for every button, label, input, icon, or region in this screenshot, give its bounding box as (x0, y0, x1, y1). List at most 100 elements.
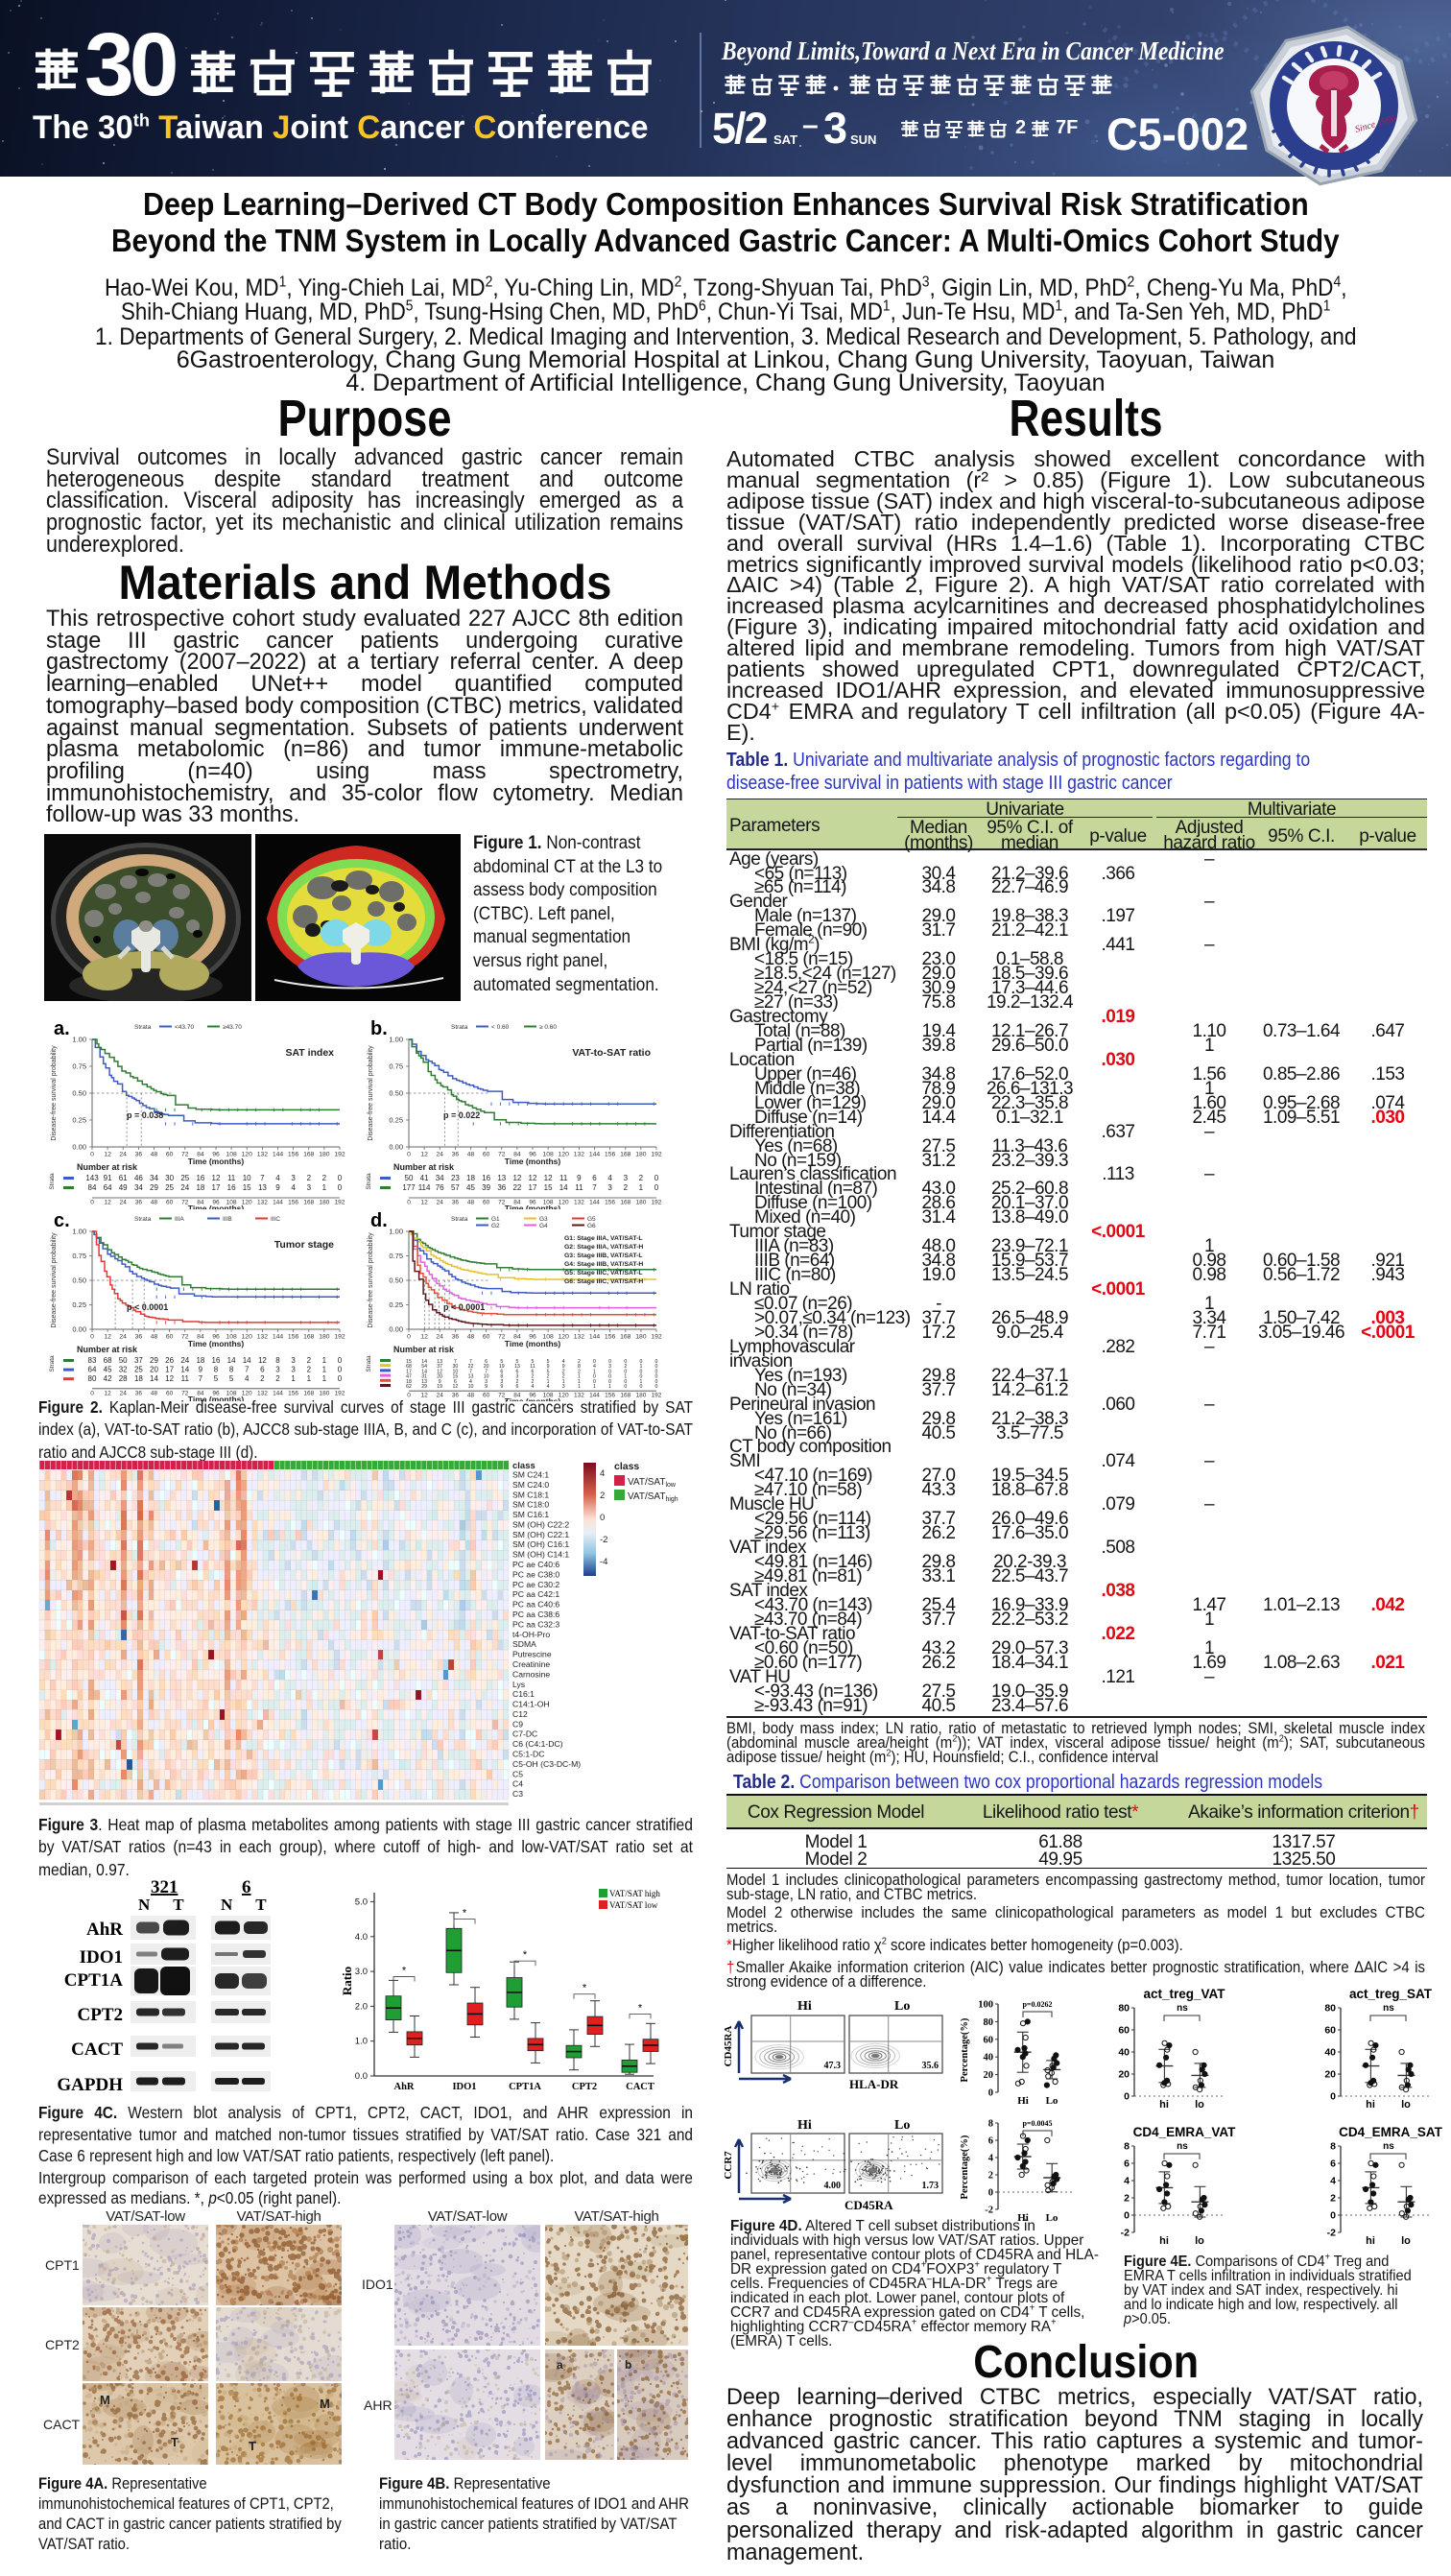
svg-text:100: 100 (978, 2000, 993, 2011)
svg-text:80: 80 (88, 1374, 97, 1383)
svg-text:36: 36 (452, 1334, 460, 1341)
svg-text:0: 0 (655, 1384, 658, 1390)
svg-text:48: 48 (151, 1152, 158, 1158)
svg-text:G4: Stage IIIB, VAT/SAT-H: G4: Stage IIIB, VAT/SAT-H (564, 1261, 643, 1268)
svg-text:1.00: 1.00 (72, 1036, 86, 1044)
svg-text:31: 31 (421, 1374, 427, 1380)
svg-text:23: 23 (451, 1174, 460, 1182)
svg-text:72: 72 (181, 1390, 189, 1396)
svg-text:9: 9 (562, 1364, 565, 1370)
svg-text:36: 36 (452, 1152, 460, 1158)
svg-text:0: 0 (655, 1364, 658, 1370)
svg-text:13: 13 (421, 1379, 427, 1385)
svg-text:32: 32 (119, 1366, 128, 1374)
svg-text:Disease-free survival probabil: Disease-free survival probability (368, 1232, 374, 1328)
svg-text:4: 4 (245, 1374, 250, 1383)
svg-text:17: 17 (212, 1183, 221, 1192)
svg-text:12: 12 (420, 1152, 428, 1158)
svg-text:192: 192 (652, 1200, 662, 1206)
svg-text:168: 168 (303, 1334, 315, 1341)
svg-text:19: 19 (437, 1384, 442, 1390)
svg-text:60: 60 (166, 1334, 174, 1341)
svg-text:0.50: 0.50 (72, 1276, 86, 1285)
svg-text:12: 12 (437, 1369, 442, 1374)
svg-text:0: 0 (90, 1390, 94, 1396)
svg-text:120: 120 (242, 1152, 253, 1158)
svg-text:Strata: Strata (49, 1355, 56, 1372)
svg-text:CPT1A: CPT1A (64, 1970, 124, 1991)
svg-text:84: 84 (513, 1334, 521, 1341)
svg-text:13: 13 (468, 1374, 474, 1380)
svg-text:12: 12 (420, 1393, 428, 1399)
svg-text:36: 36 (135, 1334, 143, 1341)
svg-text:PC ae C30:2: PC ae C30:2 (512, 1580, 559, 1589)
svg-text:b: b (625, 2358, 631, 2372)
svg-text:12: 12 (420, 1200, 428, 1206)
svg-text:30: 30 (453, 1364, 459, 1370)
svg-text:72: 72 (498, 1334, 506, 1341)
svg-text:108: 108 (542, 1334, 554, 1341)
svg-text:144: 144 (589, 1334, 601, 1341)
svg-text:b.: b. (370, 1019, 388, 1039)
svg-text:0: 0 (655, 1359, 658, 1365)
svg-text:≥ 0.60: ≥ 0.60 (539, 1024, 557, 1031)
svg-text:PC aa C32:3: PC aa C32:3 (512, 1619, 559, 1629)
svg-text:SM C24:0: SM C24:0 (512, 1480, 549, 1490)
svg-text:0: 0 (338, 1174, 343, 1182)
svg-text:Strata: Strata (451, 1024, 468, 1031)
svg-text:180: 180 (319, 1334, 330, 1341)
svg-text:2: 2 (639, 1174, 644, 1182)
svg-text:4: 4 (600, 1468, 605, 1479)
svg-text:Disease-free survival probabil: Disease-free survival probability (51, 1232, 58, 1328)
svg-text:Time (months): Time (months) (188, 1204, 245, 1209)
svg-text:7: 7 (245, 1366, 250, 1374)
svg-text:132: 132 (257, 1390, 268, 1396)
svg-text:60: 60 (483, 1200, 490, 1206)
svg-text:SM C24:1: SM C24:1 (512, 1470, 549, 1480)
svg-text:3: 3 (500, 1379, 503, 1385)
svg-text:18: 18 (406, 1379, 412, 1385)
svg-text:84: 84 (197, 1152, 204, 1158)
svg-text:29: 29 (150, 1356, 158, 1365)
svg-text:act_treg_VAT: act_treg_VAT (1143, 1987, 1225, 2001)
svg-text:2: 2 (547, 1374, 550, 1380)
svg-text:9: 9 (439, 1379, 441, 1385)
svg-text:24: 24 (119, 1334, 127, 1341)
svg-text:d.: d. (370, 1211, 388, 1231)
svg-text:1: 1 (291, 1374, 296, 1383)
svg-text:36: 36 (135, 1200, 143, 1206)
svg-text:2: 2 (322, 1174, 327, 1182)
svg-text:0.25: 0.25 (72, 1116, 86, 1125)
svg-text:C7-DC: C7-DC (512, 1729, 537, 1739)
svg-text:6: 6 (485, 1359, 488, 1365)
svg-text:CACT: CACT (71, 2039, 123, 2060)
svg-text:ns: ns (1383, 2003, 1394, 2014)
svg-text:17: 17 (529, 1183, 537, 1192)
svg-text:Creatinine: Creatinine (512, 1659, 550, 1669)
svg-text:156: 156 (605, 1393, 615, 1399)
svg-text:60: 60 (166, 1152, 174, 1158)
svg-text:156: 156 (605, 1152, 616, 1158)
svg-text:12: 12 (453, 1384, 459, 1390)
svg-text:Ratio: Ratio (340, 1967, 354, 1995)
svg-text:13: 13 (437, 1359, 442, 1365)
svg-text:24: 24 (437, 1393, 444, 1399)
svg-text:9: 9 (547, 1364, 550, 1370)
svg-text:0.75: 0.75 (389, 1062, 403, 1071)
svg-text:CPT2: CPT2 (572, 2082, 597, 2092)
svg-text:24: 24 (436, 1334, 443, 1341)
svg-text:0.00: 0.00 (72, 1143, 86, 1152)
svg-text:84: 84 (88, 1183, 97, 1192)
svg-text:0: 0 (624, 1384, 627, 1390)
svg-text:class: class (512, 1461, 535, 1471)
svg-text:80: 80 (984, 2017, 994, 2028)
svg-text:91: 91 (104, 1174, 112, 1182)
svg-text:VAT/SAT high: VAT/SAT high (609, 1889, 660, 1898)
svg-text:5.0: 5.0 (355, 1896, 368, 1907)
svg-text:13: 13 (258, 1183, 267, 1192)
svg-text:42: 42 (104, 1374, 112, 1383)
svg-text:12: 12 (512, 1174, 521, 1182)
svg-text:CD45RA: CD45RA (723, 2026, 734, 2067)
svg-text:0: 0 (338, 1356, 343, 1365)
svg-text:143: 143 (85, 1174, 99, 1182)
